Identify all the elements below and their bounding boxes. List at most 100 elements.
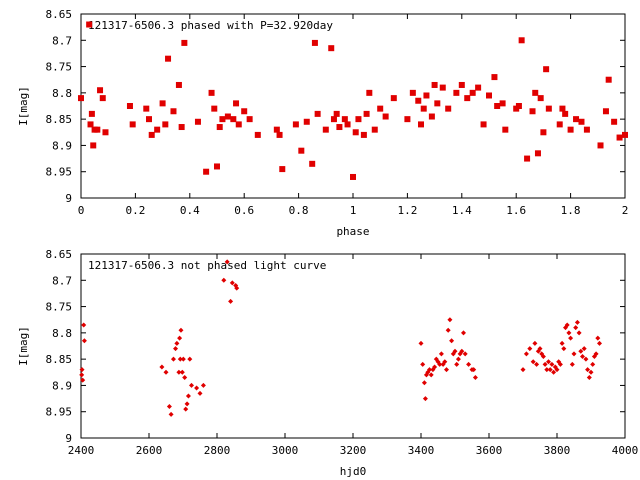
data-point — [593, 351, 599, 357]
plot-frame — [80, 253, 626, 439]
data-point — [518, 37, 525, 44]
data-point — [322, 126, 329, 133]
data-point — [179, 369, 185, 375]
data-point — [219, 116, 226, 123]
data-point — [254, 131, 261, 138]
data-point — [442, 359, 448, 365]
data-point — [341, 116, 348, 123]
data-point — [230, 116, 237, 123]
data-point — [404, 116, 411, 123]
data-point — [211, 105, 218, 112]
y-tick-label: 8.9 — [52, 139, 72, 152]
x-tick-label: 3600 — [476, 444, 503, 457]
data-point — [78, 95, 84, 102]
data-point — [455, 356, 461, 362]
data-point — [165, 55, 172, 62]
data-point — [452, 348, 458, 354]
data-point — [427, 367, 432, 373]
data-point — [229, 280, 235, 286]
data-point — [471, 367, 477, 373]
data-point — [434, 100, 441, 107]
data-point — [173, 346, 179, 352]
x-tick-label: 1.4 — [452, 204, 472, 217]
data-point — [546, 359, 551, 365]
data-point — [183, 406, 189, 412]
data-point — [159, 364, 165, 370]
data-point — [444, 367, 449, 373]
data-point — [439, 84, 446, 91]
data-point — [363, 110, 370, 117]
data-point — [449, 338, 455, 344]
y-tick-label: 8.85 — [46, 113, 73, 126]
data-point — [597, 142, 604, 149]
data-point — [532, 89, 539, 96]
data-point — [90, 142, 97, 149]
data-point — [445, 105, 452, 112]
data-point — [583, 356, 589, 362]
data-point — [382, 113, 389, 120]
y-tick-label: 8.85 — [46, 353, 73, 366]
data-point — [524, 155, 531, 162]
data-point — [182, 375, 188, 381]
data-point — [557, 361, 563, 367]
data-point — [178, 124, 185, 131]
data-point — [622, 131, 628, 138]
y-axis-label: I[mag] — [17, 326, 30, 366]
data-point — [578, 348, 584, 354]
data-point — [576, 330, 582, 336]
data-point — [491, 74, 498, 81]
data-point — [360, 131, 367, 138]
data-point — [520, 367, 526, 373]
data-point — [472, 375, 478, 381]
data-point — [573, 116, 580, 123]
y-tick-label: 8.75 — [46, 61, 73, 74]
data-point — [616, 134, 623, 141]
data-point — [221, 277, 227, 283]
x-tick-label: 3400 — [408, 444, 435, 457]
data-point — [569, 361, 575, 367]
phased-light-curve-panel: 8.65 8.7 8.75 8.8 8.85 8.9 8.95 90 0.2 0.4 0.6 0.8 1… — [17, 8, 628, 238]
data-point — [590, 361, 596, 367]
data-point — [515, 103, 522, 109]
data-point — [540, 129, 547, 136]
data-point — [597, 340, 602, 346]
y-tick-label: 8.7 — [52, 274, 72, 287]
data-point — [583, 126, 590, 133]
data-point — [208, 89, 215, 96]
data-point — [556, 121, 563, 128]
data-point — [185, 393, 191, 399]
data-point — [494, 103, 501, 109]
data-point — [530, 359, 536, 365]
data-point — [554, 367, 560, 373]
x-tick-label: 1.6 — [506, 204, 526, 217]
data-point — [578, 118, 585, 125]
data-point — [475, 84, 482, 91]
data-point — [438, 351, 444, 357]
data-point — [461, 330, 466, 336]
plot-title: 121317-6506.3 not phased light curve — [88, 259, 326, 272]
data-point — [409, 89, 416, 96]
data-point — [200, 382, 206, 388]
x-tick-label: 1 — [350, 204, 357, 217]
data-point — [166, 403, 172, 409]
data-point — [328, 45, 335, 52]
data-point — [189, 382, 194, 388]
y-tick-label: 8.95 — [46, 166, 73, 179]
data-point — [486, 92, 492, 99]
data-point — [549, 361, 555, 367]
y-tick-label: 9 — [65, 432, 72, 445]
data-point — [571, 351, 577, 357]
data-point — [181, 39, 188, 46]
data-point — [99, 95, 106, 102]
data-point — [350, 173, 356, 180]
data-point — [437, 361, 443, 367]
y-tick-label: 8.65 — [46, 8, 73, 21]
data-point — [87, 121, 94, 128]
data-point — [330, 116, 337, 123]
data-point — [292, 121, 299, 128]
data-point — [418, 121, 424, 128]
data-point — [371, 126, 378, 133]
data-point — [567, 126, 574, 133]
data-point — [431, 81, 438, 88]
